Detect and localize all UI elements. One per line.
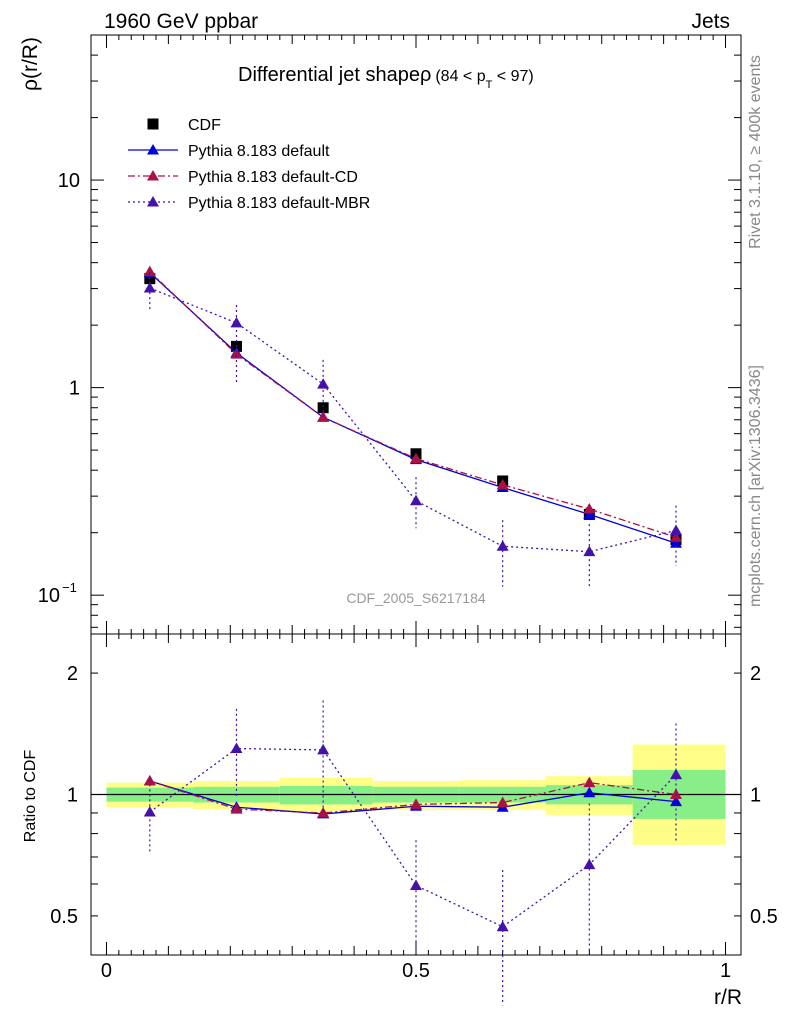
xtick-label: 0.5 <box>402 960 430 982</box>
process-label: Jets <box>691 10 730 33</box>
main-series-3 <box>143 272 682 589</box>
ratio-marker <box>410 879 422 890</box>
title-text: Differential jet shapeρ <box>238 64 432 86</box>
legend-marker <box>147 196 159 207</box>
ratio-marker <box>670 795 682 807</box>
legend-label: Pythia 8.183 default <box>188 143 330 160</box>
ratio-marker <box>496 920 509 932</box>
main-marker <box>583 508 596 519</box>
main-marker <box>230 348 243 359</box>
ratio-marker <box>317 743 330 755</box>
energy-label: 1960 GeV ppbar <box>104 10 259 33</box>
ratio-marker <box>583 786 596 798</box>
x-ticks <box>105 35 727 955</box>
ratio-marker <box>230 742 243 754</box>
title-cut-end: < 97) <box>492 68 534 85</box>
main-series-line <box>149 287 677 553</box>
ratio-marker <box>230 803 243 814</box>
main-marker <box>317 378 330 389</box>
main-marker <box>230 316 243 328</box>
main-marker <box>583 503 596 514</box>
title-cut: (84 < p <box>435 68 486 85</box>
main-series-1 <box>143 266 682 548</box>
analysis-label: CDF_2005_S6217184 <box>346 590 486 606</box>
main-marker <box>496 478 509 490</box>
ratio-marker <box>583 776 596 788</box>
ratio-marker <box>670 768 682 780</box>
band-green-2 <box>279 785 373 805</box>
legend-marker <box>147 144 159 155</box>
ratio-marker <box>143 805 156 817</box>
legend-label: Pythia 8.183 default-CD <box>188 169 358 186</box>
ratio-series-2 <box>143 700 682 1006</box>
main-marker <box>410 494 422 506</box>
legend: CDF Pythia 8.183 default Pythia 8.183 defa… <box>128 117 370 212</box>
legend-marker <box>147 118 159 130</box>
ratio-y-ticks <box>91 672 741 956</box>
legend-label: CDF <box>188 117 221 134</box>
main-marker <box>143 265 156 277</box>
ratio-ytick-label-right: 0.5 <box>750 906 778 928</box>
main-ytick-exponent: −1 <box>62 580 77 595</box>
main-ytick-label: 10 <box>58 170 80 192</box>
rivet-label: Rivet 3.1.10, ≥ 400k events <box>747 55 764 249</box>
ratio-marker <box>583 858 596 870</box>
ratio-ytick-label-right: 2 <box>750 663 761 685</box>
main-marker <box>143 281 156 293</box>
mcplots-label: mcplots.cern.ch [arXiv:1306.3436] <box>747 365 764 607</box>
title-cut-sub: T <box>485 79 493 91</box>
ratio-ylabel: Ratio to CDF <box>22 749 39 843</box>
ratio-series-line <box>149 747 677 928</box>
main-ytick-label: 10 <box>38 585 60 607</box>
ratio-ytick-label-left: 0.5 <box>50 906 78 928</box>
main-y-ticks <box>91 34 741 628</box>
xtick-label: 0 <box>101 960 112 982</box>
main-marker <box>583 545 596 557</box>
main-plot-title: Differential jet shapeρ (84 < pT < 97) <box>238 64 534 91</box>
legend-label: Pythia 8.183 default-MBR <box>188 195 370 212</box>
ratio-ytick-label-left: 2 <box>67 663 78 685</box>
ratio-ytick-label-right: 1 <box>750 785 761 807</box>
main-marker <box>496 540 509 551</box>
ratio-marker <box>410 798 422 809</box>
main-marker <box>410 452 422 464</box>
main-marker <box>317 402 329 414</box>
main-series-line <box>149 271 677 538</box>
ratio-marker <box>496 796 509 808</box>
main-marker <box>670 524 682 535</box>
xlabel: r/R <box>714 986 742 1009</box>
xtick-label: 1 <box>720 960 731 982</box>
ratio-ytick-label-left: 1 <box>67 785 78 807</box>
legend-marker <box>147 170 159 181</box>
main-ylabel: ρ(r/R) <box>19 37 42 91</box>
main-ytick-label: 1 <box>69 378 80 400</box>
